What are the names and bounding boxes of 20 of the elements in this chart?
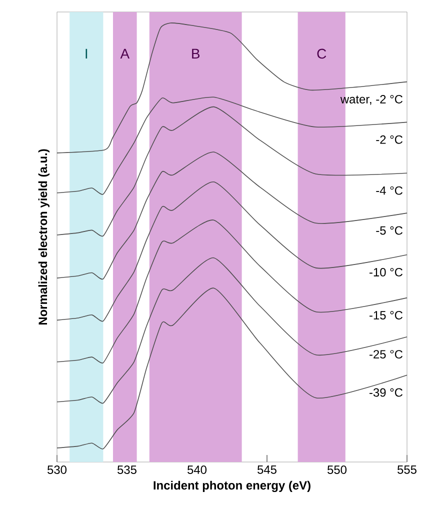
series-label: -2 °C [376, 135, 403, 144]
x-tick-label: 535 [118, 466, 136, 474]
band-label: B [192, 48, 200, 58]
x-axis-title: Incident photon energy (eV) [154, 480, 310, 492]
series-label: -5 °C [376, 226, 403, 235]
x-tick-label: 530 [48, 466, 67, 474]
series-label: -4 °C [376, 186, 403, 195]
x-tick-label: 550 [328, 466, 347, 474]
series-label: -15 °C [370, 311, 403, 320]
band-label: I [86, 48, 88, 58]
y-axis-title: Normalized electron yield (a.u.) [38, 149, 50, 325]
x-tick-label: 555 [398, 466, 416, 474]
series-label: -25 °C [370, 350, 403, 359]
x-tick-label: 545 [258, 466, 276, 474]
series-label: -39 °C [370, 388, 403, 397]
x-tick-label: 540 [188, 466, 207, 474]
band-label: C [317, 48, 326, 59]
series-label: water, -2 °C [340, 95, 403, 105]
band-label: A [120, 48, 130, 58]
series-label: -10 °C [370, 268, 403, 276]
